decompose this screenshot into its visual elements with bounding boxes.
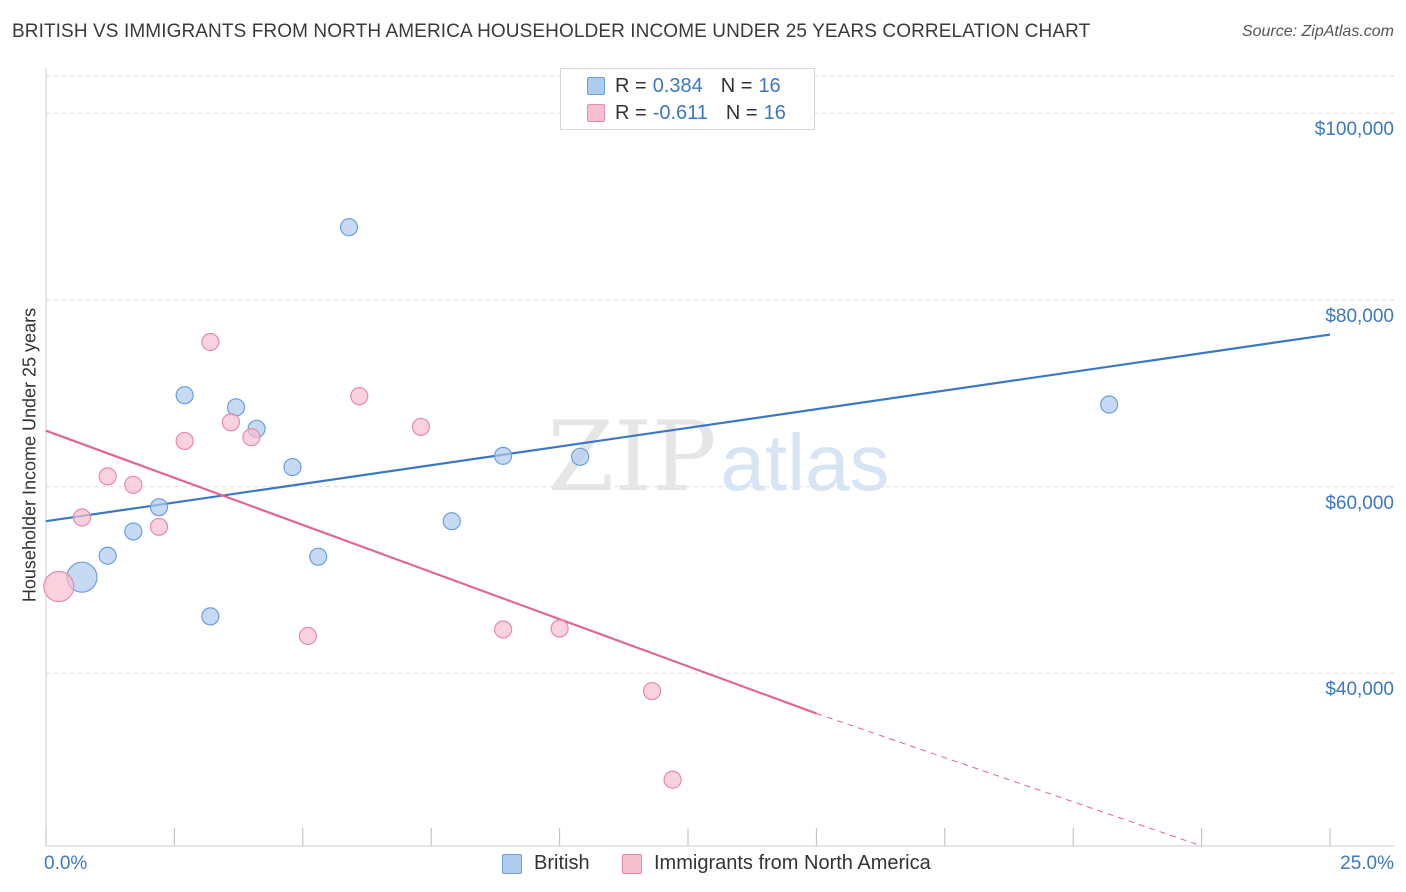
point-british: [201, 607, 220, 626]
legend-swatch-immigrants: [587, 104, 605, 122]
legend-swatch-immigrants: [622, 853, 642, 874]
legend-row-immigrants: R = -0.611 N = 16: [587, 101, 786, 125]
point-british: [339, 218, 359, 237]
point-immigrants: [663, 770, 682, 789]
point-immigrants: [350, 387, 369, 406]
point-immigrants: [411, 417, 431, 437]
legend-swatch-british: [587, 77, 605, 95]
point-immigrants: [124, 475, 143, 494]
chart-title: BRITISH VS IMMIGRANTS FROM NORTH AMERICA…: [12, 21, 1091, 42]
trend-line-british: [45, 333, 1331, 523]
legend-r-value: 0.384: [652, 74, 703, 97]
point-immigrants: [221, 413, 240, 432]
y-tick-label: $80,000: [1325, 306, 1394, 327]
point-british: [442, 512, 461, 531]
point-british: [149, 498, 169, 517]
point-immigrants: [642, 681, 662, 701]
legend-r-value: -0.611: [652, 101, 708, 124]
point-immigrants: [494, 620, 513, 639]
point-immigrants: [201, 332, 220, 352]
legend-label-immigrants: Immigrants from North America: [654, 852, 931, 874]
y-tick-label: $100,000: [1314, 119, 1394, 141]
y-tick-label: $40,000: [1325, 679, 1394, 701]
point-british: [175, 386, 194, 405]
legend-row-british: R = 0.384 N = 16: [587, 74, 781, 98]
legend-n-label: N =: [725, 101, 758, 124]
point-british: [1100, 395, 1119, 414]
point-british: [124, 522, 143, 541]
x-tick-label-start: 0.0%: [44, 853, 88, 874]
point-immigrants: [175, 431, 194, 451]
legend-n-value: 16: [763, 101, 786, 124]
point-immigrants: [43, 570, 75, 603]
data-points: [43, 218, 1119, 789]
legend-n-value: 16: [758, 74, 781, 97]
watermark: ZIP atlas: [547, 401, 889, 513]
point-immigrants: [98, 467, 117, 486]
legend-label-british: British: [534, 852, 590, 874]
point-british: [309, 547, 328, 566]
point-british: [98, 546, 117, 565]
trend-line-immigrants: [45, 429, 817, 715]
y-axis-label: Householder Income Under 25 years: [19, 307, 40, 603]
axes: [45, 68, 1394, 847]
legend-n-label: N =: [720, 74, 753, 97]
source-label: Source: ZipAtlas.com: [1241, 23, 1394, 40]
point-british: [283, 457, 302, 477]
trend-line-immigrants-extension: [816, 712, 1202, 847]
legend-swatch-british: [502, 853, 522, 874]
x-tick-label-end: 25.0%: [1340, 853, 1394, 874]
y-tick-label: $60,000: [1325, 492, 1394, 514]
legend-item-british: British: [502, 852, 590, 875]
legend-r-label: R =: [615, 101, 647, 124]
gridlines: [46, 75, 1394, 674]
point-british: [571, 447, 590, 466]
series-legend: British Immigrants from North America: [0, 852, 1406, 878]
legend-item-immigrants: Immigrants from North America: [622, 852, 931, 875]
legend-r-label: R =: [615, 74, 647, 97]
point-immigrants: [298, 626, 318, 646]
point-immigrants: [242, 428, 261, 447]
stats-legend: R = 0.384 N = 16 R = -0.611 N = 16: [560, 68, 815, 130]
point-immigrants: [72, 508, 92, 527]
point-immigrants: [149, 517, 169, 536]
point-british: [494, 446, 513, 465]
point-immigrants: [550, 619, 569, 638]
trend-lines: [45, 333, 1331, 847]
watermark-atlas: atlas: [721, 418, 890, 507]
